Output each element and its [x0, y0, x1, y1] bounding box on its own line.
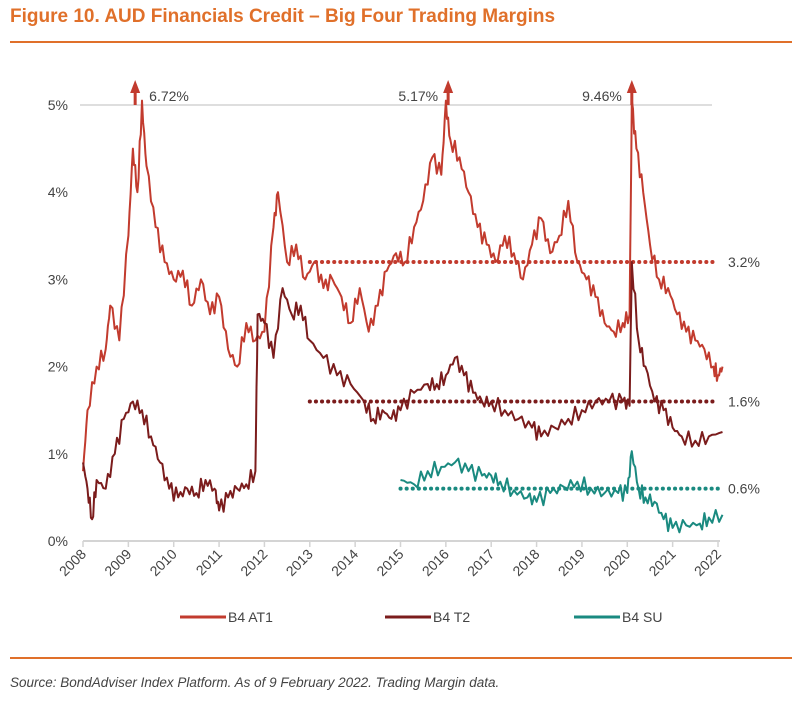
- y-tick-label: 5%: [48, 97, 68, 113]
- footer-divider: [10, 657, 792, 659]
- x-tick-label: 2019: [555, 546, 588, 579]
- peak-label: 5.17%: [398, 88, 438, 104]
- x-tick-label: 2011: [193, 546, 226, 579]
- peak-label: 9.46%: [582, 88, 622, 104]
- legend-label: B4 T2: [433, 609, 470, 625]
- legend-label: B4 SU: [622, 609, 662, 625]
- y-tick-label: 1%: [48, 446, 68, 462]
- source-note: Source: BondAdviser Index Platform. As o…: [10, 675, 500, 690]
- series-line-b4-su: [400, 450, 724, 534]
- peak-arrow-icon: [626, 80, 637, 93]
- x-tick-label: 2014: [328, 546, 361, 579]
- x-tick-label: 2009: [101, 546, 134, 579]
- peak-label: 6.72%: [149, 88, 189, 104]
- x-tick-label: 2021: [645, 546, 678, 579]
- reference-line-label: 0.6%: [728, 481, 760, 497]
- legend-label: B4 AT1: [228, 609, 273, 625]
- x-tick-label: 2022: [691, 546, 724, 579]
- reference-line-label: 3.2%: [728, 254, 760, 270]
- y-tick-label: 2%: [48, 359, 68, 375]
- x-tick-label: 2012: [237, 546, 270, 579]
- reference-line-label: 1.6%: [728, 393, 760, 409]
- peak-arrow-icon: [443, 80, 454, 93]
- x-tick-label: 2018: [509, 546, 542, 579]
- x-tick-label: 2013: [283, 546, 316, 579]
- y-tick-label: 3%: [48, 271, 68, 287]
- x-tick-label: 2020: [600, 546, 633, 579]
- title-divider: [10, 41, 792, 43]
- x-tick-label: 2008: [56, 546, 89, 579]
- x-tick-label: 2010: [146, 546, 179, 579]
- y-tick-label: 0%: [48, 533, 68, 549]
- chart-title: Figure 10. AUD Financials Credit – Big F…: [10, 6, 556, 27]
- peak-arrow-icon: [130, 80, 141, 93]
- x-tick-label: 2016: [419, 546, 452, 579]
- series-line-b4-at1: [82, 99, 724, 472]
- y-tick-label: 4%: [48, 184, 68, 200]
- series-line-b4-t2: [82, 261, 723, 521]
- x-tick-label: 2015: [373, 546, 406, 579]
- x-tick-label: 2017: [464, 546, 497, 579]
